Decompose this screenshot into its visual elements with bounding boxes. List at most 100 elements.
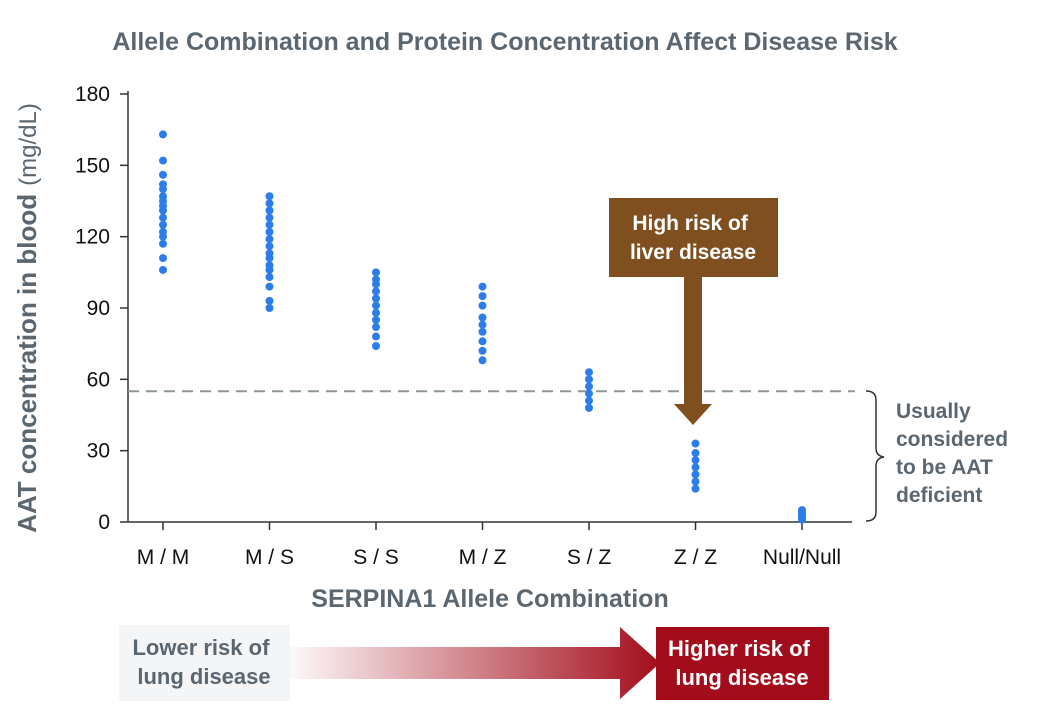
x-tick-label: Null/Null [763, 546, 841, 569]
y-tick-label: 0 [98, 511, 110, 534]
data-point [372, 308, 380, 317]
y-tick-label: 150 [75, 154, 110, 177]
data-point [265, 220, 274, 229]
data-point [478, 292, 487, 301]
data-point [265, 227, 274, 236]
higher-risk-label: Higher risk of lung disease [656, 627, 829, 700]
x-tick-label: S / S [353, 546, 399, 569]
data-point [372, 294, 380, 303]
data-point [478, 282, 487, 291]
data-point [372, 287, 380, 296]
x-tick-label: M / M [137, 546, 190, 569]
y-axis: 0 30 60 90 120 150 180 [75, 83, 129, 534]
data-point [691, 477, 700, 486]
data-point [159, 213, 167, 222]
data-point [372, 268, 380, 277]
higher-risk-line-1: Higher risk of [668, 636, 810, 661]
lower-risk-box [119, 625, 290, 701]
risk-gradient-arrow [280, 627, 660, 699]
lower-risk-text: Lower risk of lung disease [132, 635, 275, 689]
data-points [159, 130, 806, 524]
data-point [372, 342, 380, 351]
data-point [159, 254, 167, 263]
data-point [159, 130, 167, 139]
data-point [265, 273, 274, 282]
data-point [265, 249, 274, 258]
data-point [265, 242, 274, 251]
deficient-line-4: deficient [896, 484, 982, 507]
data-point [585, 375, 593, 384]
deficient-annotation: Usually considered to be AAT deficient [865, 390, 1014, 522]
data-point [585, 382, 593, 391]
data-point [372, 301, 380, 310]
data-point [159, 192, 167, 201]
liver-risk-box [609, 198, 778, 277]
data-point [265, 199, 274, 208]
data-point [265, 213, 274, 222]
data-point [159, 220, 167, 229]
chart-title: Allele Combination and Protein Concentra… [112, 28, 897, 56]
data-point [159, 180, 167, 189]
data-point [478, 327, 487, 336]
lower-risk-label: Lower risk of lung disease [119, 625, 290, 701]
data-point [265, 296, 274, 305]
x-tick-label: M / Z [459, 546, 507, 569]
data-point [372, 323, 380, 332]
y-tick-label: 120 [75, 226, 110, 249]
y-tick-label: 60 [87, 368, 110, 391]
deficient-brace [865, 390, 885, 522]
data-point [478, 301, 487, 310]
data-point [159, 170, 167, 179]
x-tick-label: S / Z [567, 546, 612, 569]
data-point [478, 320, 487, 329]
data-point [372, 275, 380, 284]
data-point [265, 192, 274, 201]
data-point [478, 356, 487, 365]
data-point [265, 261, 274, 270]
data-point [159, 227, 167, 236]
x-axis: M / M M / S S / S M / Z S / Z Z / Z Null/Null [128, 521, 852, 569]
data-point [159, 156, 167, 165]
x-axis-label: SERPINA1 Allele Combination [311, 585, 668, 613]
data-point [585, 403, 593, 412]
data-point [798, 506, 806, 515]
higher-risk-text: Higher risk of lung disease [668, 636, 816, 690]
lower-risk-line-1: Lower risk of [132, 635, 270, 660]
deficient-line-2: considered [896, 428, 1008, 451]
data-point [691, 470, 700, 479]
data-point [159, 265, 167, 274]
data-point [265, 235, 274, 244]
y-axis-label-unit: (mg/dL) [15, 103, 42, 186]
liver-risk-arrow [674, 277, 712, 425]
data-point [478, 346, 487, 355]
y-axis-label-main: AAT concentration in blood [12, 194, 42, 533]
data-point [265, 282, 274, 291]
data-point [585, 368, 593, 377]
data-point [585, 396, 593, 405]
y-tick-label: 180 [75, 83, 110, 106]
data-point [265, 206, 274, 215]
data-point [159, 239, 167, 248]
liver-risk-annotation: High risk of liver disease [609, 198, 778, 425]
x-tick-label: M / S [245, 546, 294, 569]
data-point [478, 337, 487, 346]
data-point [691, 439, 700, 448]
data-point [691, 484, 700, 493]
y-axis-label: AAT concentration in blood (mg/dL) [12, 103, 42, 533]
x-tick-label: Z / Z [674, 546, 717, 569]
liver-risk-line-1: High risk of [632, 212, 749, 235]
deficient-text: Usually considered to be AAT deficient [896, 400, 1014, 507]
higher-risk-line-2: lung disease [675, 665, 808, 690]
y-tick-label: 90 [87, 297, 110, 320]
deficient-line-3: to be AAT [896, 456, 993, 479]
risk-gradient-shape [280, 627, 660, 699]
data-point [265, 304, 274, 312]
liver-risk-line-2: liver disease [630, 241, 756, 264]
data-point [372, 315, 380, 324]
deficient-line-1: Usually [896, 400, 971, 423]
data-point [691, 449, 700, 458]
lower-risk-line-2: lung disease [137, 664, 270, 689]
liver-risk-text: High risk of liver disease [630, 212, 756, 264]
data-point [585, 389, 593, 398]
